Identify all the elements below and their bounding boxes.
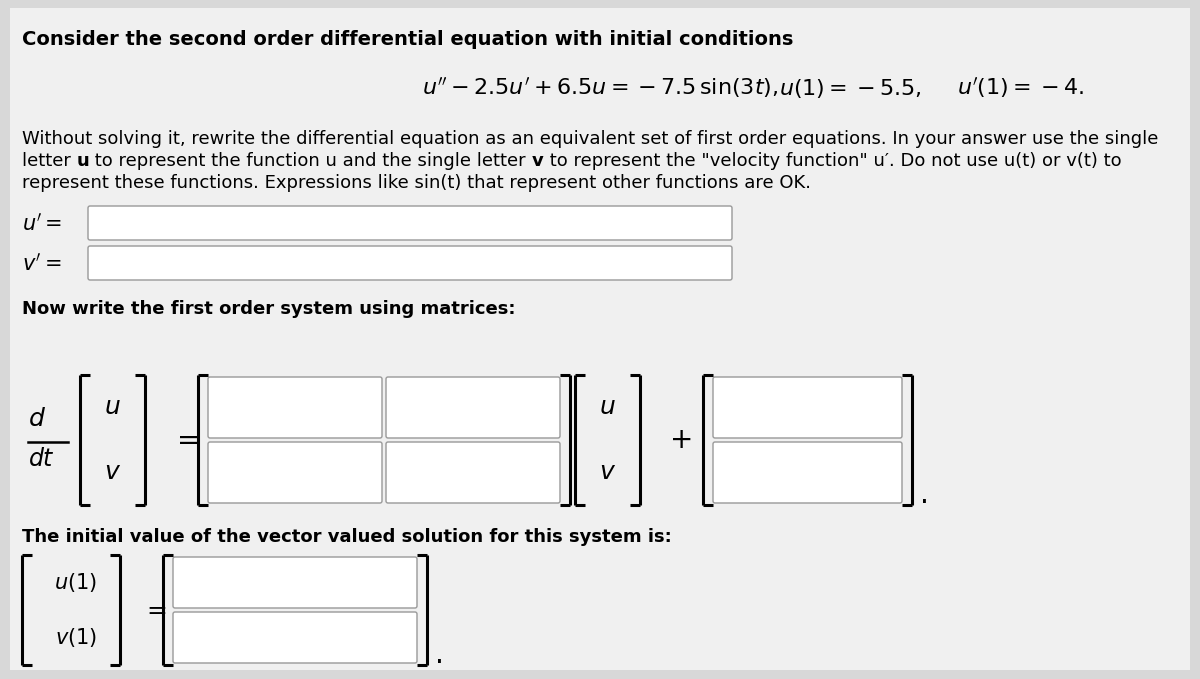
Text: u: u xyxy=(77,152,89,170)
Text: $v' =$: $v' =$ xyxy=(22,252,61,274)
Text: $u$: $u$ xyxy=(599,396,616,419)
Text: $v$: $v$ xyxy=(599,461,616,484)
Text: $d$: $d$ xyxy=(28,409,46,431)
Text: Consider the second order differential equation with initial conditions: Consider the second order differential e… xyxy=(22,30,793,49)
Text: Without solving it, rewrite the differential equation as an equivalent set of fi: Without solving it, rewrite the differen… xyxy=(22,130,1158,148)
Text: .: . xyxy=(436,641,444,669)
Text: $u(1) = -5.5,$: $u(1) = -5.5,$ xyxy=(779,77,922,100)
Text: to represent the function u and the single letter: to represent the function u and the sing… xyxy=(89,152,532,170)
Text: to represent the "velocity function" u′. Do not use u(t) or v(t) to: to represent the "velocity function" u′.… xyxy=(544,152,1121,170)
Text: $u$: $u$ xyxy=(104,396,121,419)
FancyBboxPatch shape xyxy=(173,612,418,663)
Text: $=$: $=$ xyxy=(172,426,199,454)
Text: letter: letter xyxy=(22,152,77,170)
Text: represent these functions. Expressions like sin(t) that represent other function: represent these functions. Expressions l… xyxy=(22,174,811,192)
FancyBboxPatch shape xyxy=(713,377,902,438)
Text: $u'(1) = -4.$: $u'(1) = -4.$ xyxy=(956,76,1084,100)
FancyBboxPatch shape xyxy=(386,377,560,438)
Text: Now write the first order system using matrices:: Now write the first order system using m… xyxy=(22,300,516,318)
FancyBboxPatch shape xyxy=(713,442,902,503)
FancyBboxPatch shape xyxy=(88,246,732,280)
Text: $u' =$: $u' =$ xyxy=(22,212,62,234)
FancyBboxPatch shape xyxy=(208,377,382,438)
Text: $v(1)$: $v(1)$ xyxy=(55,626,97,649)
Text: $u'' - 2.5u' + 6.5u = -7.5\,\sin(3t),$: $u'' - 2.5u' + 6.5u = -7.5\,\sin(3t),$ xyxy=(422,76,778,100)
FancyBboxPatch shape xyxy=(386,442,560,503)
Text: v: v xyxy=(532,152,544,170)
Text: The initial value of the vector valued solution for this system is:: The initial value of the vector valued s… xyxy=(22,528,672,546)
Text: $u(1)$: $u(1)$ xyxy=(54,571,97,594)
Text: $v$: $v$ xyxy=(104,461,121,484)
Text: .: . xyxy=(920,481,929,509)
FancyBboxPatch shape xyxy=(173,557,418,608)
Text: $dt$: $dt$ xyxy=(28,449,55,471)
Text: $+$: $+$ xyxy=(668,426,691,454)
FancyBboxPatch shape xyxy=(208,442,382,503)
FancyBboxPatch shape xyxy=(88,206,732,240)
Text: $=$: $=$ xyxy=(143,598,168,621)
